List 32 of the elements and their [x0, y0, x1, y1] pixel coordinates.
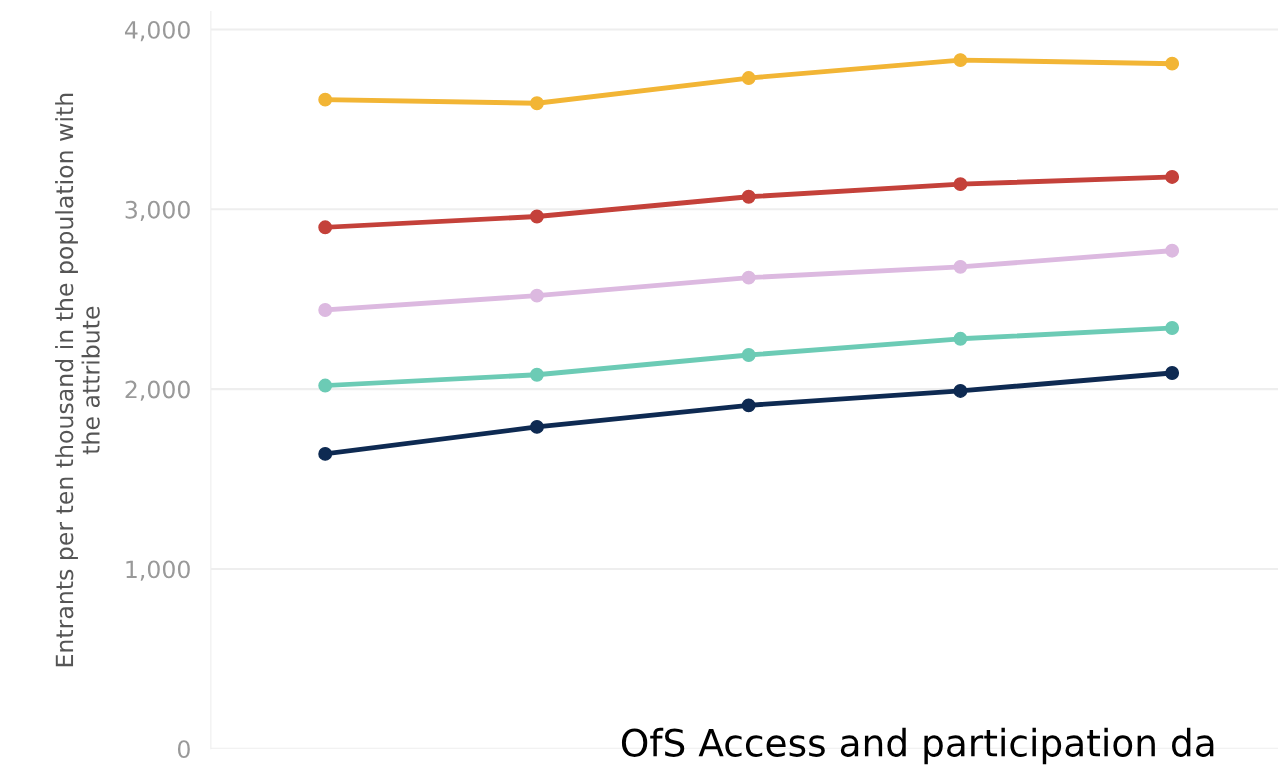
y-tick-label: 0	[177, 740, 190, 759]
point	[1165, 366, 1180, 380]
annotation: OfS Access and participation da	[621, 727, 1214, 765]
point	[741, 398, 756, 413]
point	[318, 303, 333, 317]
point	[741, 71, 756, 85]
point	[953, 384, 968, 398]
point	[953, 53, 968, 68]
point	[318, 92, 333, 107]
point	[1165, 170, 1180, 184]
point	[741, 189, 756, 204]
point	[529, 367, 544, 382]
y-tick-label: 3,000	[125, 200, 190, 222]
point	[318, 378, 333, 393]
point	[529, 209, 544, 224]
y-tick-label: 1,000	[126, 560, 190, 581]
y-tick-label: 4,000	[124, 20, 190, 42]
y-axis-title: Entrants per ten thousand in the population with the attribute	[55, 93, 100, 667]
point	[953, 331, 968, 346]
point	[741, 270, 756, 285]
point	[953, 177, 968, 192]
point	[953, 259, 968, 274]
point	[1165, 56, 1180, 71]
point	[1165, 243, 1180, 258]
point	[529, 419, 544, 434]
point	[529, 288, 544, 303]
point	[318, 220, 333, 235]
point	[1165, 321, 1180, 335]
point	[529, 96, 544, 111]
point	[741, 348, 756, 362]
point	[318, 446, 333, 461]
y-tick-label: 2,000	[125, 380, 190, 401]
